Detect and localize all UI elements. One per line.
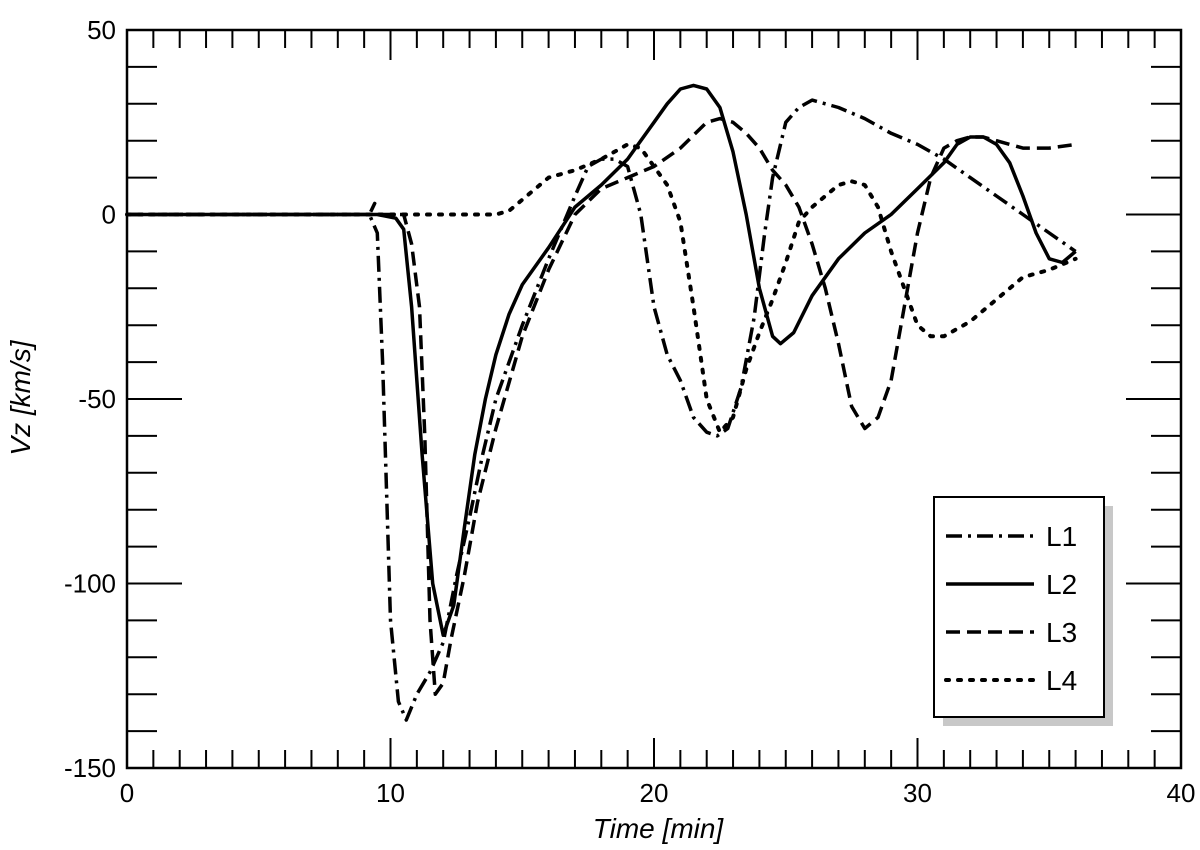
x-tick-label: 0 <box>120 778 134 808</box>
series-line-l4 <box>125 142 1078 435</box>
legend-box <box>933 496 1105 718</box>
legend-label-l4: L4 <box>1046 665 1077 696</box>
x-tick-label: 20 <box>640 778 669 808</box>
x-tick-label: 40 <box>1167 778 1196 808</box>
legend-label-l2: L2 <box>1046 569 1077 600</box>
plot-frame <box>125 28 1183 770</box>
x-axis-title: Time [min] <box>593 813 725 844</box>
legend-label-l1: L1 <box>1046 521 1077 552</box>
y-tick-label: -100 <box>64 569 116 599</box>
series-line-l1 <box>127 98 1077 722</box>
series-lines <box>125 83 1078 722</box>
x-tick-label: 10 <box>376 778 405 808</box>
series-line-l2 <box>127 83 1077 637</box>
tick-labels: 0 10 20 30 40 50 0 -50 -100 -150 <box>64 15 1196 808</box>
y-tick-label: 0 <box>102 200 116 230</box>
legend-label-l3: L3 <box>1046 617 1077 648</box>
y-tick-label: -50 <box>78 384 116 414</box>
series-line-l3 <box>127 116 1076 696</box>
y-tick-label: -150 <box>64 753 116 783</box>
x-tick-label: 30 <box>903 778 932 808</box>
legend: L1 L2 L3 L4 <box>933 496 1113 726</box>
y-tick-label: 50 <box>87 15 116 45</box>
y-axis-title: Vz [km/s] <box>5 339 36 455</box>
